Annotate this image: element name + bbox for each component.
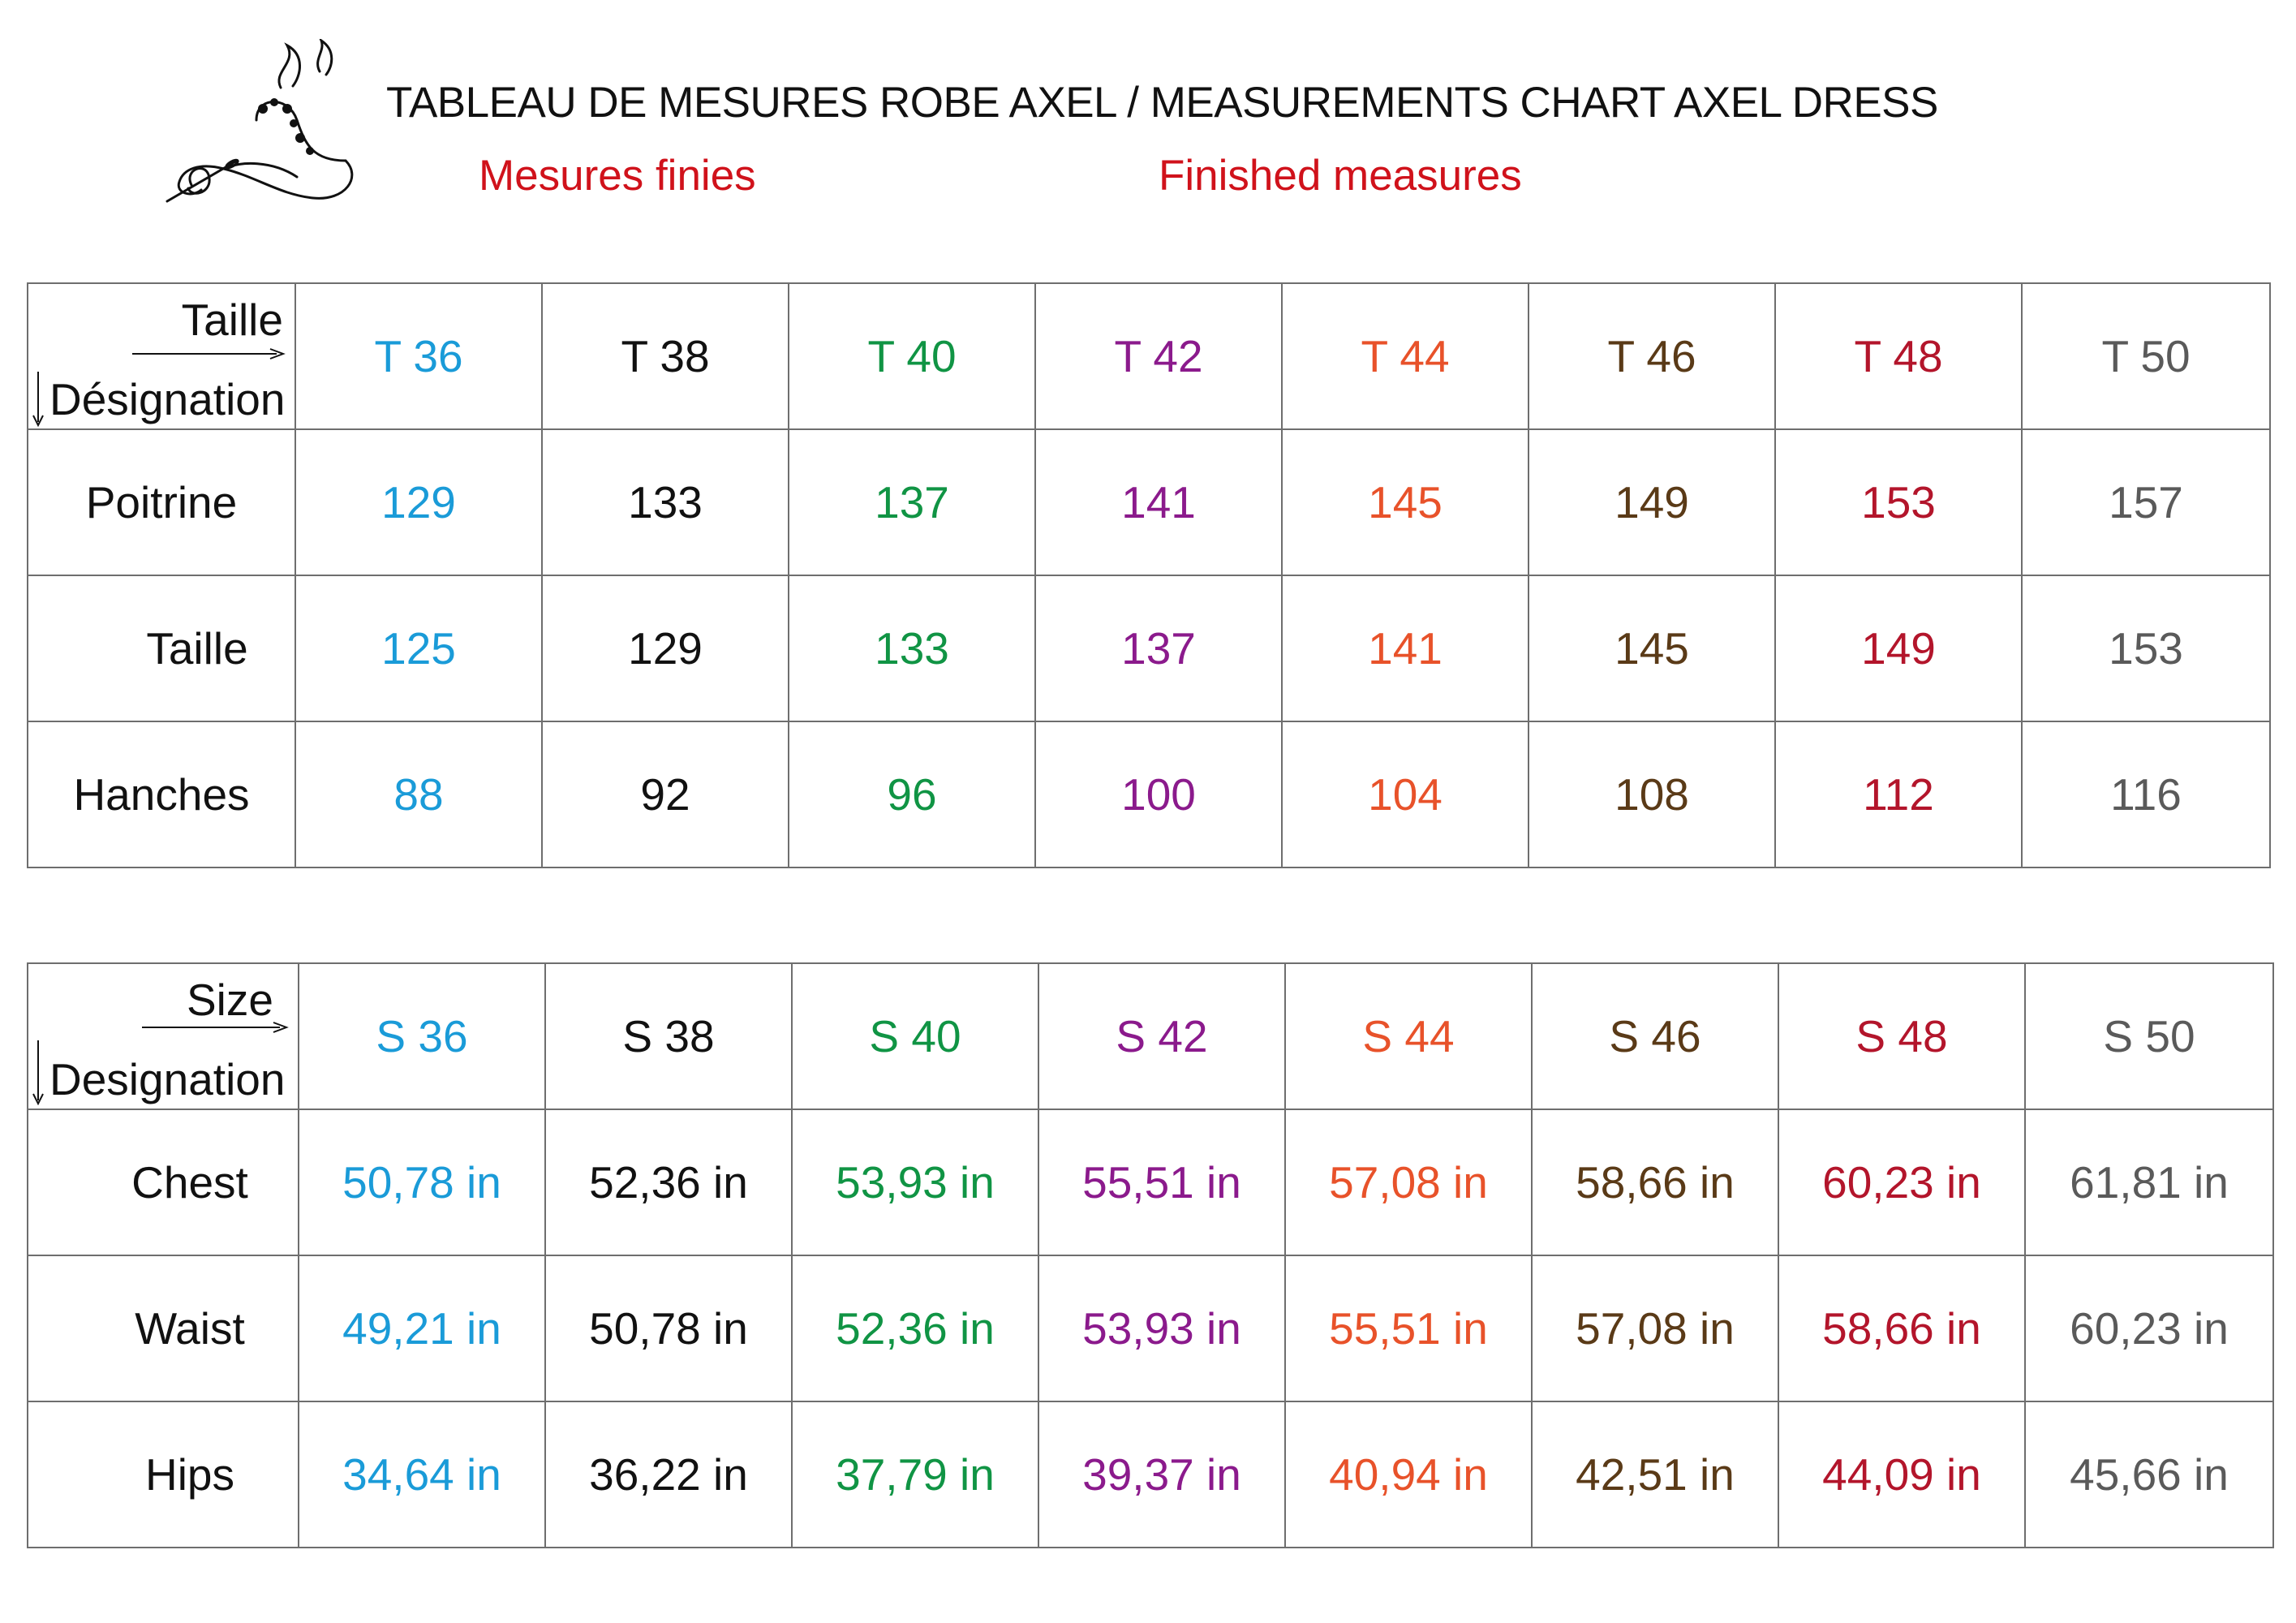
value-cell: 61,81 in — [2024, 1109, 2274, 1256]
size-header-cell: T 38 — [541, 282, 789, 430]
row-label: Chest — [27, 1109, 299, 1256]
arrow-right-icon — [142, 1022, 289, 1033]
needle-thread-logo-icon — [166, 39, 354, 203]
value-cell: 137 — [788, 428, 1036, 576]
value-cell: 153 — [1774, 428, 2023, 576]
value-cell: 52,36 in — [791, 1255, 1039, 1402]
table-row: Poitrine 129 133 137 141 145 149 153 157 — [27, 428, 2271, 576]
value-cell: 96 — [788, 721, 1036, 868]
measurements-table-en: Size Designation S 36 S 38 S 40 S 42 S 4… — [27, 962, 2274, 1548]
value-cell: 133 — [788, 575, 1036, 722]
value-cell: 58,66 in — [1531, 1109, 1779, 1256]
value-cell: 129 — [541, 575, 789, 722]
value-cell: 52,36 in — [544, 1109, 793, 1256]
value-cell: 108 — [1528, 721, 1776, 868]
value-cell: 55,51 in — [1038, 1109, 1286, 1256]
table-row: Chest 50,78 in 52,36 in 53,93 in 55,51 i… — [27, 1109, 2274, 1256]
size-header-cell: T 46 — [1528, 282, 1776, 430]
value-cell: 55,51 in — [1284, 1255, 1533, 1402]
value-cell: 137 — [1034, 575, 1283, 722]
value-cell: 133 — [541, 428, 789, 576]
value-cell: 88 — [295, 721, 543, 868]
table-row: Hanches 88 92 96 100 104 108 112 116 — [27, 721, 2271, 868]
designation-heading: Désignation — [49, 374, 286, 424]
value-cell: 125 — [295, 575, 543, 722]
value-cell: 145 — [1281, 428, 1529, 576]
size-header-cell: S 44 — [1284, 962, 1533, 1110]
value-cell: 153 — [2021, 575, 2271, 722]
arrow-down-icon — [32, 1040, 44, 1105]
designation-heading: Designation — [49, 1054, 286, 1104]
size-heading: Taille — [181, 295, 283, 345]
value-cell: 44,09 in — [1778, 1401, 2026, 1548]
table-corner-cell: Taille Désignation — [27, 282, 296, 430]
size-header-cell: S 50 — [2024, 962, 2274, 1110]
row-label: Hips — [27, 1401, 299, 1548]
table-row: Taille 125 129 133 137 141 145 149 153 — [27, 575, 2271, 722]
size-header-cell: T 36 — [295, 282, 543, 430]
value-cell: 57,08 in — [1284, 1109, 1533, 1256]
size-header-cell: T 42 — [1034, 282, 1283, 430]
value-cell: 149 — [1774, 575, 2023, 722]
size-header-cell: T 44 — [1281, 282, 1529, 430]
value-cell: 92 — [541, 721, 789, 868]
value-cell: 37,79 in — [791, 1401, 1039, 1548]
value-cell: 116 — [2021, 721, 2271, 868]
page-title: TABLEAU DE MESURES ROBE AXEL / MEASUREME… — [386, 79, 1938, 127]
table-header-row: Taille Désignation T 36 T 38 T 40 T 42 T… — [27, 282, 2271, 430]
value-cell: 157 — [2021, 428, 2271, 576]
value-cell: 40,94 in — [1284, 1401, 1533, 1548]
size-header-cell: S 38 — [544, 962, 793, 1110]
size-heading: Size — [187, 975, 273, 1025]
row-label: Waist — [27, 1255, 299, 1402]
table-row: Hips 34,64 in 36,22 in 37,79 in 39,37 in… — [27, 1401, 2274, 1548]
value-cell: 39,37 in — [1038, 1401, 1286, 1548]
value-cell: 53,93 in — [791, 1109, 1039, 1256]
value-cell: 141 — [1281, 575, 1529, 722]
table-row: Waist 49,21 in 50,78 in 52,36 in 53,93 i… — [27, 1255, 2274, 1402]
subtitle-en: Finished measures — [1159, 152, 1522, 200]
value-cell: 45,66 in — [2024, 1401, 2274, 1548]
subtitle-fr: Mesures finies — [479, 152, 756, 200]
value-cell: 57,08 in — [1531, 1255, 1779, 1402]
value-cell: 50,78 in — [298, 1109, 546, 1256]
value-cell: 60,23 in — [2024, 1255, 2274, 1402]
value-cell: 36,22 in — [544, 1401, 793, 1548]
row-label: Poitrine — [27, 428, 296, 576]
size-header-cell: T 40 — [788, 282, 1036, 430]
value-cell: 129 — [295, 428, 543, 576]
value-cell: 34,64 in — [298, 1401, 546, 1548]
arrow-down-icon — [32, 372, 44, 427]
value-cell: 42,51 in — [1531, 1401, 1779, 1548]
value-cell: 112 — [1774, 721, 2023, 868]
value-cell: 60,23 in — [1778, 1109, 2026, 1256]
row-label: Hanches — [27, 721, 296, 868]
value-cell: 49,21 in — [298, 1255, 546, 1402]
value-cell: 53,93 in — [1038, 1255, 1286, 1402]
size-header-cell: S 40 — [791, 962, 1039, 1110]
size-header-cell: S 48 — [1778, 962, 2026, 1110]
table-header-row: Size Designation S 36 S 38 S 40 S 42 S 4… — [27, 962, 2274, 1110]
size-header-cell: S 36 — [298, 962, 546, 1110]
value-cell: 50,78 in — [544, 1255, 793, 1402]
table-corner-cell: Size Designation — [27, 962, 299, 1110]
size-header-cell: T 48 — [1774, 282, 2023, 430]
row-label: Taille — [27, 575, 296, 722]
value-cell: 58,66 in — [1778, 1255, 2026, 1402]
value-cell: 100 — [1034, 721, 1283, 868]
measurements-table-fr: Taille Désignation T 36 T 38 T 40 T 42 T… — [27, 282, 2271, 868]
arrow-right-icon — [132, 348, 286, 359]
size-header-cell: S 42 — [1038, 962, 1286, 1110]
size-header-cell: T 50 — [2021, 282, 2271, 430]
size-header-cell: S 46 — [1531, 962, 1779, 1110]
value-cell: 141 — [1034, 428, 1283, 576]
value-cell: 149 — [1528, 428, 1776, 576]
value-cell: 145 — [1528, 575, 1776, 722]
value-cell: 104 — [1281, 721, 1529, 868]
